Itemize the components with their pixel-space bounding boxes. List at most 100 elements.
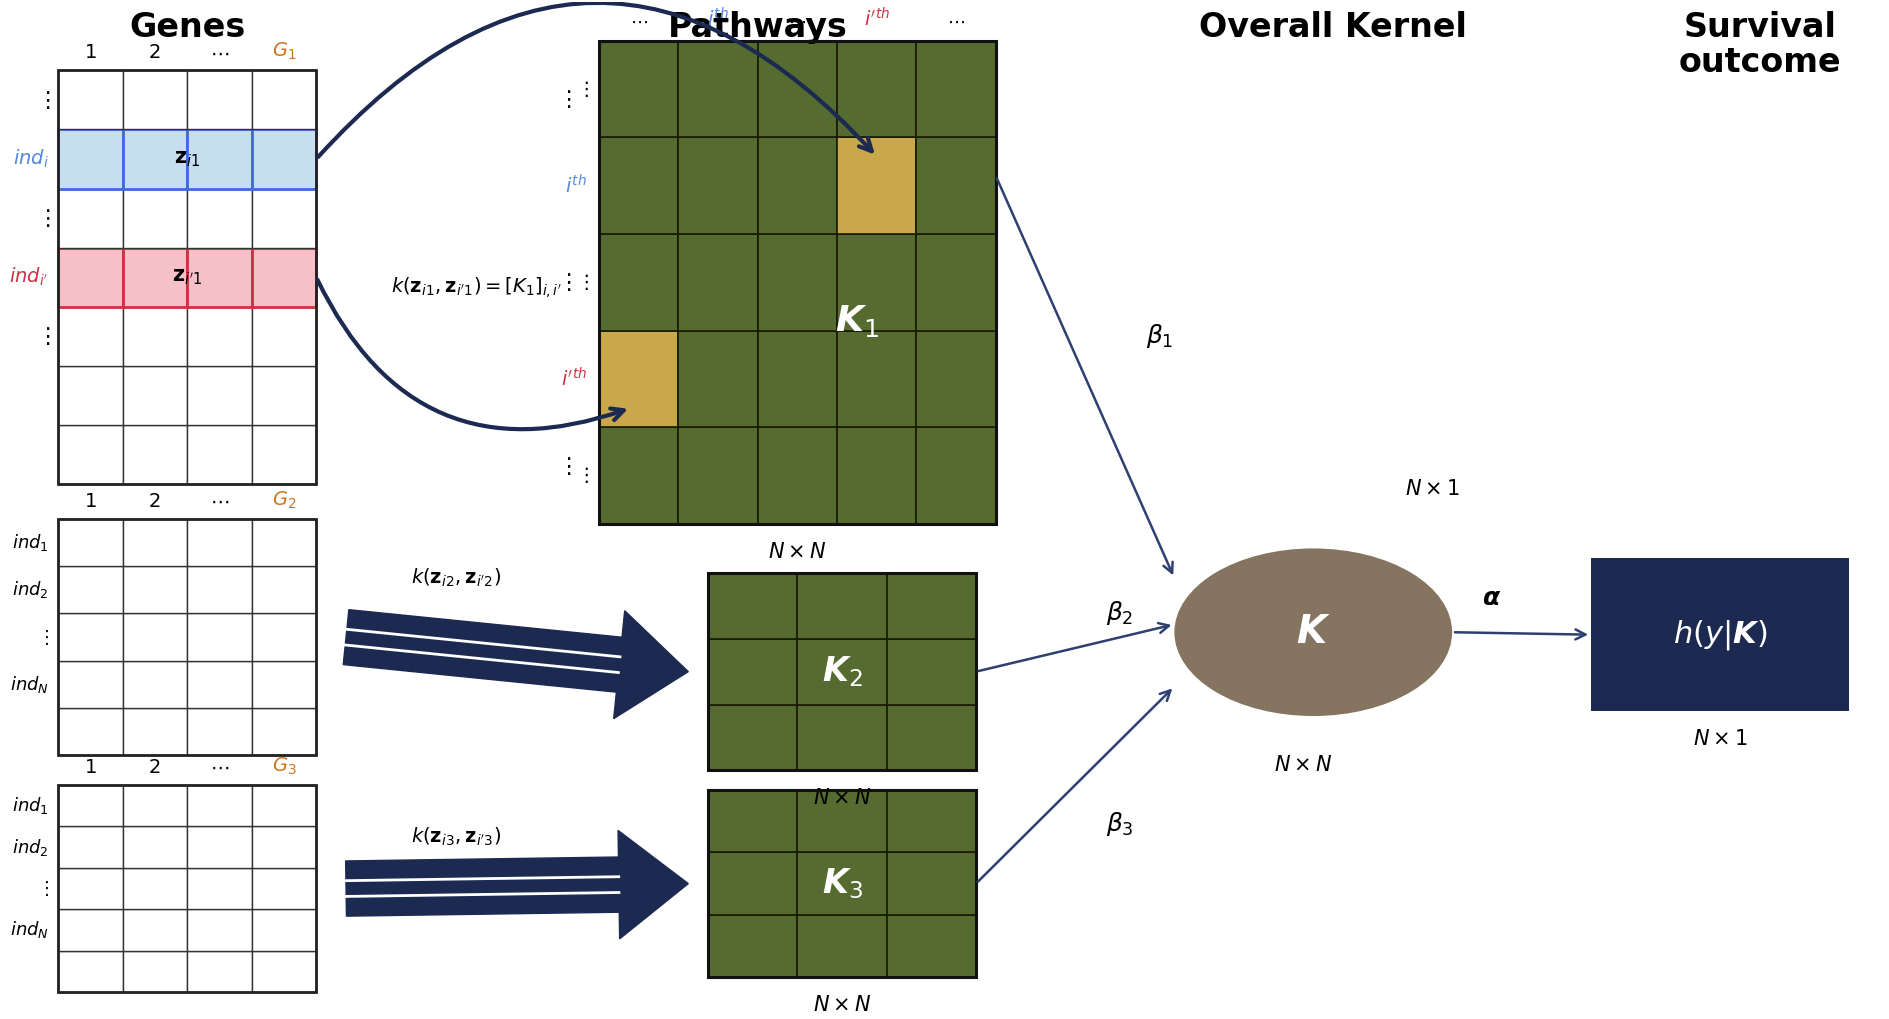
Bar — [187, 567, 251, 613]
Bar — [886, 853, 977, 915]
Bar — [123, 567, 187, 613]
Bar — [916, 234, 996, 330]
Bar — [251, 708, 315, 755]
Bar — [797, 639, 886, 704]
Text: $\vdots$: $\vdots$ — [576, 79, 589, 99]
Text: $N \times N$: $N \times N$ — [1275, 755, 1332, 775]
Text: $\cdots$: $\cdots$ — [788, 13, 807, 31]
Bar — [708, 853, 797, 915]
Bar — [123, 307, 187, 366]
Text: $N \times N$: $N \times N$ — [769, 541, 827, 561]
Text: $G_1$: $G_1$ — [272, 41, 297, 62]
Bar — [59, 708, 123, 755]
Bar — [708, 790, 977, 977]
Bar — [708, 915, 797, 977]
Bar — [757, 41, 837, 138]
Bar — [797, 853, 886, 915]
Text: 2: 2 — [149, 492, 161, 511]
Bar — [59, 951, 123, 993]
Bar — [187, 519, 251, 567]
Bar — [916, 330, 996, 427]
Text: $ind_N$: $ind_N$ — [9, 919, 49, 941]
Bar — [187, 785, 251, 826]
Bar — [59, 868, 123, 909]
Bar — [678, 427, 757, 524]
Bar — [59, 909, 123, 951]
Text: $\cdots$: $\cdots$ — [946, 13, 965, 31]
Text: $\vdots$: $\vdots$ — [576, 272, 589, 292]
Bar — [757, 234, 837, 330]
Text: $\mathbf{z}_{i1}$: $\mathbf{z}_{i1}$ — [174, 149, 200, 169]
Text: $ind_N$: $ind_N$ — [9, 674, 49, 695]
Bar — [59, 567, 123, 613]
Bar — [123, 660, 187, 708]
Text: $k(\mathbf{z}_{i2}, \mathbf{z}_{i'2})$: $k(\mathbf{z}_{i2}, \mathbf{z}_{i'2})$ — [410, 567, 501, 589]
Bar — [916, 41, 996, 138]
Bar — [59, 785, 315, 993]
Text: $\beta_2$: $\beta_2$ — [1107, 598, 1133, 627]
Text: $\cdots$: $\cdots$ — [210, 44, 229, 62]
Bar — [59, 613, 123, 660]
Bar — [187, 425, 251, 484]
Bar — [251, 366, 315, 425]
Bar — [187, 248, 251, 307]
Bar — [251, 307, 315, 366]
Bar — [251, 613, 315, 660]
Text: $\beta_3$: $\beta_3$ — [1105, 810, 1133, 839]
Bar — [251, 567, 315, 613]
Bar — [123, 189, 187, 248]
Bar — [757, 138, 837, 234]
Text: 2: 2 — [149, 758, 161, 777]
Bar — [886, 573, 977, 639]
Text: 1: 1 — [85, 492, 96, 511]
Bar — [123, 70, 187, 129]
Bar — [708, 704, 797, 770]
Bar — [837, 138, 916, 234]
Text: $\mathbf{z}_{i'1}$: $\mathbf{z}_{i'1}$ — [172, 267, 202, 287]
Bar — [187, 307, 251, 366]
Bar — [251, 660, 315, 708]
Bar — [837, 330, 916, 427]
Bar — [123, 366, 187, 425]
Bar — [251, 868, 315, 909]
Bar — [708, 573, 797, 639]
Bar — [187, 613, 251, 660]
Text: $ind_1$: $ind_1$ — [11, 532, 49, 553]
Bar — [251, 425, 315, 484]
Text: $N \times 1$: $N \times 1$ — [1693, 729, 1747, 749]
Text: $\cdots$: $\cdots$ — [210, 758, 229, 777]
Bar — [59, 70, 123, 129]
Bar — [678, 330, 757, 427]
Text: $i'^{th}$: $i'^{th}$ — [863, 8, 890, 31]
Bar — [599, 41, 996, 524]
Bar — [757, 427, 837, 524]
Text: $\vdots$: $\vdots$ — [36, 879, 49, 898]
Bar — [59, 425, 123, 484]
Bar — [886, 915, 977, 977]
FancyBboxPatch shape — [1591, 558, 1849, 711]
Bar — [599, 330, 678, 427]
Bar — [251, 951, 315, 993]
Bar — [123, 708, 187, 755]
Text: $G_3$: $G_3$ — [272, 756, 297, 777]
Bar — [187, 366, 251, 425]
Bar — [916, 427, 996, 524]
Bar — [251, 826, 315, 868]
Text: $k(\mathbf{z}_{i1}, \mathbf{z}_{i'1}) = [K_1]_{i,i'}$: $k(\mathbf{z}_{i1}, \mathbf{z}_{i'1}) = … — [391, 275, 561, 300]
Bar — [837, 41, 916, 138]
Bar — [797, 790, 886, 853]
Bar — [187, 708, 251, 755]
Text: $\cdots$: $\cdots$ — [629, 13, 648, 31]
Bar — [916, 138, 996, 234]
Text: $\vdots$: $\vdots$ — [36, 89, 51, 111]
Text: outcome: outcome — [1677, 46, 1842, 78]
Text: $i'^{th}$: $i'^{th}$ — [561, 367, 587, 390]
Text: $ind_{i'}$: $ind_{i'}$ — [9, 266, 49, 288]
Bar — [187, 826, 251, 868]
Text: 2: 2 — [149, 44, 161, 62]
Text: Overall Kernel: Overall Kernel — [1200, 11, 1468, 44]
Bar — [59, 785, 123, 826]
Bar — [251, 519, 315, 567]
Text: $ind_2$: $ind_2$ — [11, 580, 49, 600]
Bar — [599, 234, 678, 330]
